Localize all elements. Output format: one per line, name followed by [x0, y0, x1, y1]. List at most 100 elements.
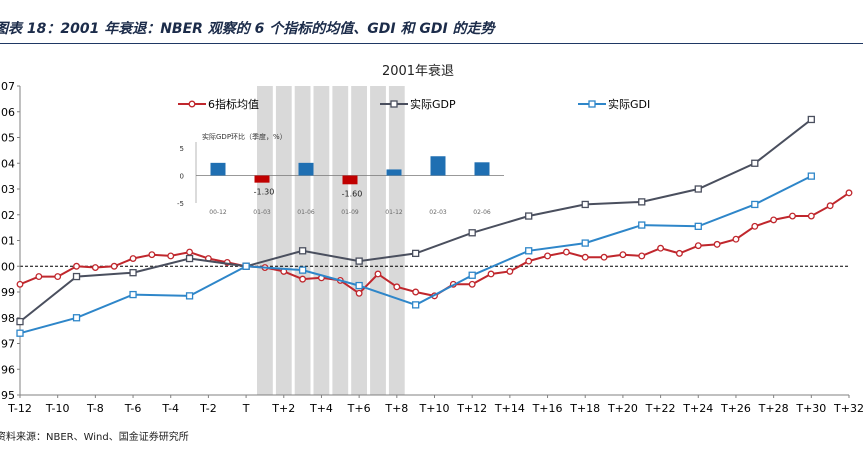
data-point — [374, 270, 382, 278]
data-point — [619, 251, 627, 259]
y-tick-label: 98 — [1, 312, 15, 325]
data-point — [468, 229, 476, 237]
x-tick-label: T-6 — [124, 402, 142, 415]
data-point — [110, 262, 118, 270]
data-point — [694, 185, 702, 193]
inset-y-tick-label: 0 — [180, 173, 184, 181]
data-point — [807, 115, 815, 124]
data-point — [35, 273, 43, 280]
data-point — [298, 266, 307, 274]
chart-axes: 9596979899100101102103104105106107T-12T-… — [0, 80, 863, 415]
y-tick-label: 101 — [0, 235, 15, 248]
inset-x-tick-label: 02-03 — [429, 209, 447, 216]
x-tick-label: T+8 — [384, 402, 408, 415]
x-tick-label: T — [242, 402, 250, 415]
data-point — [638, 221, 646, 229]
data-point — [751, 159, 759, 167]
recession-shade-bar — [388, 86, 405, 395]
x-tick-label: T+10 — [419, 402, 450, 415]
x-tick-label: T+30 — [795, 402, 826, 415]
y-tick-label: 107 — [0, 80, 15, 93]
inset-bar — [386, 169, 402, 176]
inset-bar — [430, 156, 446, 176]
data-point — [355, 281, 363, 290]
data-point — [525, 257, 533, 265]
data-point — [54, 273, 62, 280]
x-tick-label: T-4 — [161, 402, 179, 415]
legend-marker — [588, 100, 596, 108]
data-point — [16, 329, 24, 337]
y-tick-label: 97 — [1, 338, 15, 351]
y-tick-label: 103 — [0, 183, 15, 196]
data-point — [562, 248, 570, 256]
data-point — [807, 172, 815, 180]
recession-shade-bar — [370, 86, 386, 395]
x-tick-label: T+4 — [309, 402, 333, 415]
data-point — [355, 257, 363, 265]
data-point — [72, 314, 81, 322]
x-tick-label: T+16 — [532, 402, 563, 415]
data-point — [525, 212, 533, 220]
data-point — [751, 200, 759, 209]
recession-shade-bar — [257, 86, 273, 395]
data-point — [129, 290, 137, 299]
inset-bar — [254, 175, 270, 183]
x-tick-label: T-8 — [86, 402, 104, 415]
data-point — [16, 280, 24, 288]
data-point — [675, 249, 683, 257]
data-point — [129, 255, 137, 262]
x-tick-label: T-12 — [7, 402, 32, 415]
data-point — [185, 254, 194, 263]
data-point — [72, 272, 81, 281]
data-point — [299, 275, 307, 283]
series-1 — [16, 189, 853, 300]
x-tick-label: T+28 — [758, 402, 789, 415]
x-tick-label: T+32 — [833, 402, 863, 415]
recession-shade-bar — [351, 86, 367, 395]
data-point — [91, 264, 99, 271]
data-point — [826, 202, 834, 210]
data-point — [600, 253, 608, 261]
inset-data-label: -1.30 — [254, 188, 275, 197]
recession-shade-bar — [294, 86, 311, 395]
inset-x-tick-label: 01-09 — [341, 209, 359, 216]
y-tick-label: 104 — [0, 157, 15, 170]
data-point — [581, 200, 589, 209]
data-point — [732, 235, 740, 243]
inset-y-tick-label: -5 — [177, 200, 184, 208]
inset-y-tick-label: 5 — [180, 145, 184, 153]
series-3 — [16, 172, 815, 337]
data-point — [638, 252, 646, 260]
recession-shading — [257, 86, 405, 395]
source-note: 资料来源：NBER、Wind、国金证券研究所 — [0, 432, 189, 443]
x-tick-label: T+2 — [271, 402, 295, 415]
data-point — [506, 267, 514, 275]
chart-title: 2001年衰退 — [382, 63, 454, 79]
figure-header: 图表 18：2001 年衰退：NBER 观察的 6 个指标的均值、GDI 和 G… — [0, 0, 863, 44]
inset-data-label: -1.60 — [342, 189, 363, 198]
data-point — [16, 317, 24, 326]
data-point — [845, 189, 853, 197]
data-point — [751, 222, 759, 230]
data-point — [298, 247, 307, 255]
data-point — [468, 280, 476, 288]
recession-shade-bar — [313, 86, 330, 395]
header-rule — [0, 43, 863, 44]
y-tick-label: 105 — [0, 132, 15, 145]
inset-x-tick-label: 00-12 — [209, 209, 227, 216]
inset-bar-chart: -5 0 5 00-12 01-03 -1.30 01-06 01-09 -1.60 01-12 0… — [177, 142, 504, 216]
y-tick-label: 99 — [1, 286, 15, 299]
inset-bar — [298, 162, 314, 176]
data-point — [789, 212, 796, 220]
data-point — [167, 252, 175, 260]
x-tick-label: T+20 — [607, 402, 638, 415]
data-point — [581, 239, 589, 247]
legend-label: 实际GDI — [608, 97, 650, 111]
recession-shade-bar — [332, 86, 349, 395]
y-tick-label: 100 — [0, 260, 15, 273]
data-point — [468, 271, 476, 279]
x-tick-label: T-2 — [199, 402, 217, 415]
x-tick-label: T+26 — [720, 402, 751, 415]
data-point — [770, 216, 778, 224]
